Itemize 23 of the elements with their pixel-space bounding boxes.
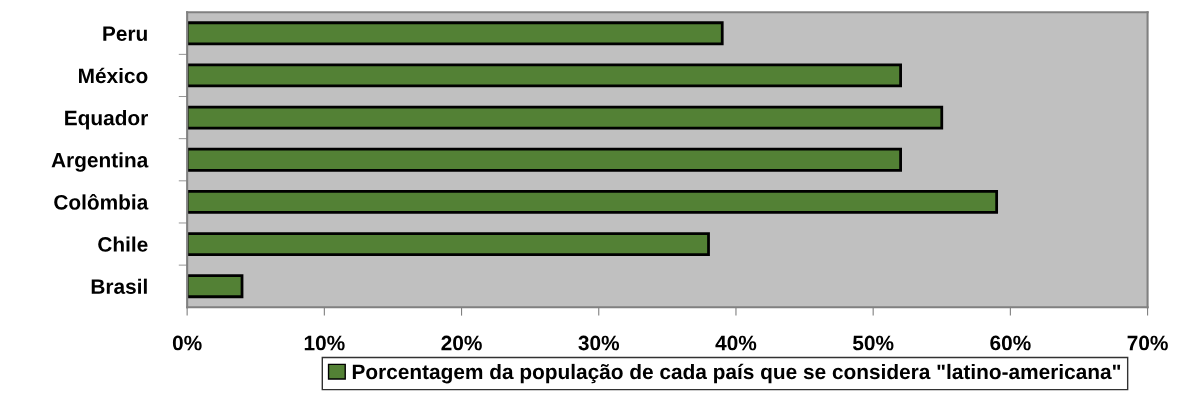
x-tick-label: 10%	[304, 335, 345, 351]
y-tick-label: Colômbia	[54, 193, 149, 210]
legend-label: Porcentagem da população de cada país que se considera "latino-americana"	[352, 363, 1121, 384]
x-tick-label: 0%	[172, 335, 202, 351]
bar	[187, 232, 710, 256]
x-tick-label: 50%	[852, 335, 894, 351]
y-tick-label: Equador	[65, 110, 148, 130]
bar	[187, 147, 902, 172]
bar	[187, 189, 999, 214]
y-tick-label: México	[79, 67, 148, 84]
x-tick-label: 70%	[1127, 335, 1168, 351]
y-tick-label: Brasil	[91, 278, 147, 294]
bar	[187, 21, 724, 46]
bar	[187, 105, 944, 130]
y-tick-label: Chile	[98, 236, 148, 252]
x-tick-label: 30%	[578, 335, 620, 351]
bar	[187, 63, 902, 88]
x-tick-label: 40%	[715, 335, 757, 351]
y-tick-label: Peru	[103, 26, 147, 42]
y-tick-label: Argentina	[51, 152, 149, 172]
bar	[187, 274, 244, 299]
x-tick-label: 20%	[441, 335, 482, 351]
x-tick-label: 60%	[990, 335, 1031, 351]
